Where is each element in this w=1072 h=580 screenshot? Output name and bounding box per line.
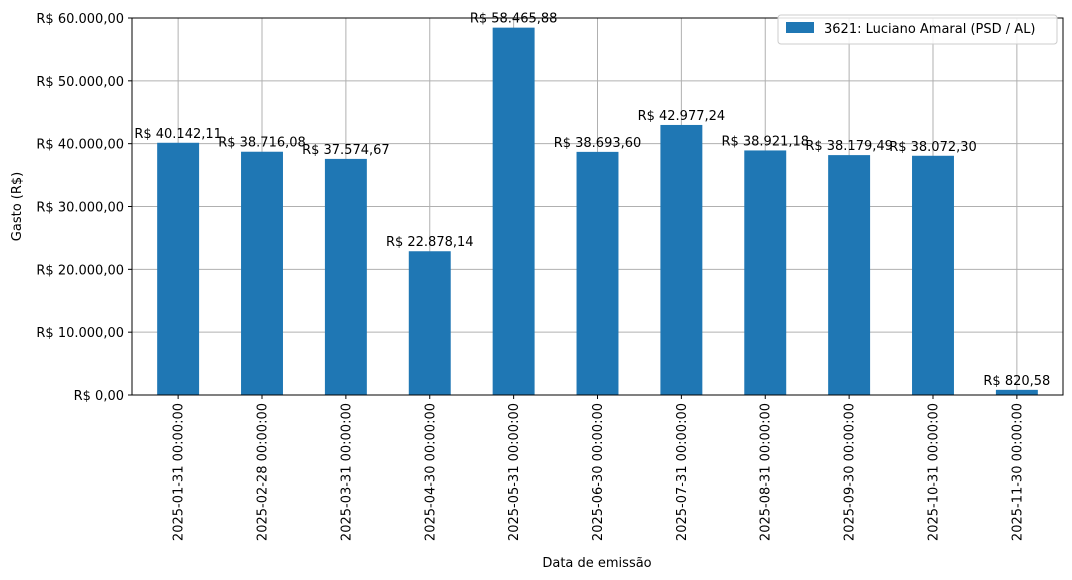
y-tick-label: R$ 50.000,00 — [36, 75, 124, 90]
y-tick-label: R$ 30.000,00 — [36, 201, 124, 216]
x-tick-label: 2025-09-30 00:00:00 — [843, 403, 858, 541]
x-tick-label: 2025-02-28 00:00:00 — [256, 403, 271, 541]
y-axis: R$ 0,00 R$ 10.000,00 R$ 20.000,00 R$ 30.000… — [36, 12, 132, 404]
bar-value-label: R$ 40.142,11 — [134, 127, 222, 142]
x-axis-title: Data de emissão — [542, 556, 651, 571]
bar-value-label: R$ 22.878,14 — [386, 235, 474, 250]
x-tick-label: 2025-04-30 00:00:00 — [423, 403, 438, 541]
x-tick-label: 2025-08-31 00:00:00 — [759, 403, 774, 541]
y-tick-label: R$ 60.000,00 — [36, 12, 124, 27]
x-tick-label: 2025-10-31 00:00:00 — [926, 403, 941, 541]
legend-label: 3621: Luciano Amaral (PSD / AL) — [824, 22, 1036, 37]
legend: 3621: Luciano Amaral (PSD / AL) — [777, 14, 1058, 45]
y-tick-label: R$ 10.000,00 — [36, 326, 124, 341]
y-axis-title: Gasto (R$) — [10, 172, 25, 241]
x-tick-label: 2025-11-30 00:00:00 — [1010, 403, 1025, 541]
bar-value-label: R$ 820,58 — [983, 374, 1050, 389]
bar — [408, 251, 451, 395]
bar — [912, 155, 954, 395]
bar-value-label: R$ 42.977,24 — [638, 109, 726, 124]
bar — [157, 142, 200, 395]
bar-value-label: R$ 38.179,49 — [805, 139, 893, 154]
x-tick-label: 2025-01-31 00:00:00 — [172, 403, 187, 541]
data-labels: R$ 40.142,11R$ 38.716,08R$ 37.574,67 R$ 2… — [134, 12, 1050, 389]
y-tick-label: R$ 20.000,00 — [36, 263, 124, 278]
legend-swatch — [786, 22, 814, 33]
y-tick-label: R$ 40.000,00 — [36, 138, 124, 153]
bar — [241, 151, 283, 395]
bar — [660, 124, 703, 395]
y-tick-label: R$ 0,00 — [74, 389, 124, 404]
bar — [995, 389, 1038, 395]
bar — [324, 158, 367, 395]
bar — [576, 151, 619, 395]
bar-value-label: R$ 58.465,88 — [470, 12, 558, 27]
x-axis: 2025-01-31 00:00:00 2025-02-28 00:00:00 20… — [172, 395, 1025, 541]
bar-value-label: R$ 37.574,67 — [302, 143, 390, 158]
bar — [492, 27, 535, 396]
bar — [744, 150, 787, 395]
bar-value-label: R$ 38.921,18 — [721, 134, 809, 149]
bars — [157, 27, 1038, 396]
x-tick-label: 2025-05-31 00:00:00 — [507, 403, 522, 541]
bar-value-label: R$ 38.693,60 — [554, 136, 642, 151]
bar-value-label: R$ 38.072,30 — [889, 140, 977, 155]
bar — [828, 155, 871, 395]
x-tick-label: 2025-03-31 00:00:00 — [339, 403, 354, 541]
x-tick-label: 2025-06-30 00:00:00 — [591, 403, 606, 541]
legend-box — [777, 14, 1058, 45]
bar-value-label: R$ 38.716,08 — [218, 136, 306, 151]
x-tick-label: 2025-07-31 00:00:00 — [675, 403, 690, 541]
